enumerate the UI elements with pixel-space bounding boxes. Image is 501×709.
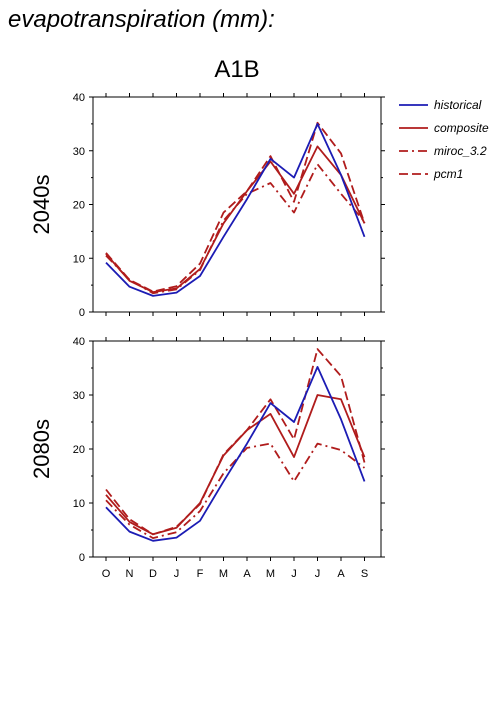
x-tick-label: J [174, 568, 180, 580]
x-tick-label: A [243, 568, 251, 580]
scenario-title: A1B [214, 56, 260, 83]
legend-label: composite [434, 121, 489, 135]
x-tick-label: M [266, 568, 275, 580]
y-tick-label: 30 [73, 146, 85, 158]
x-tick-label: F [197, 568, 204, 580]
series-line-composite [105, 394, 366, 536]
series-line-miroc-3-2 [105, 163, 366, 295]
y-tick-label: 10 [73, 253, 85, 265]
panel-2080s: 0 10 20 30 40 2080s [29, 336, 385, 564]
x-tick-label: J [291, 568, 297, 580]
x-tick-label: O [102, 568, 111, 580]
series-line-pcm1 [105, 121, 366, 293]
y-tick-label: 0 [79, 552, 85, 564]
y-tick-label: 30 [73, 390, 85, 402]
panel-label-2040s: 2040s [29, 175, 54, 235]
x-tick-label: J [315, 568, 321, 580]
x-tick-label: S [361, 568, 368, 580]
y-tick-label: 40 [73, 336, 85, 348]
panel-label-2080s: 2080s [29, 419, 54, 479]
legend-label: historical [434, 98, 482, 112]
y-tick-label: 0 [79, 307, 85, 319]
x-tick-label: M [219, 568, 228, 580]
page-title: evapotranspiration (mm): [8, 6, 275, 33]
series-line-pcm1 [105, 348, 366, 536]
legend-label: pcm1 [433, 167, 463, 181]
x-tick-label: A [337, 568, 345, 580]
y-tick-label: 20 [73, 444, 85, 456]
y-tick-label: 10 [73, 498, 85, 510]
series-line-miroc-3-2 [105, 442, 366, 539]
x-tick-label: N [126, 568, 134, 580]
series-line-historical [105, 365, 366, 542]
x-tick-label: D [149, 568, 157, 580]
panel-2040s: 0 10 20 30 40 2040s [29, 92, 385, 319]
legend-label: miroc_3.2 [434, 144, 487, 158]
y-tick-label: 20 [73, 200, 85, 212]
y-tick-label: 40 [73, 92, 85, 104]
series-line-historical [105, 123, 366, 297]
legend: historical composite miroc_3.2 pcm1 [399, 98, 489, 181]
